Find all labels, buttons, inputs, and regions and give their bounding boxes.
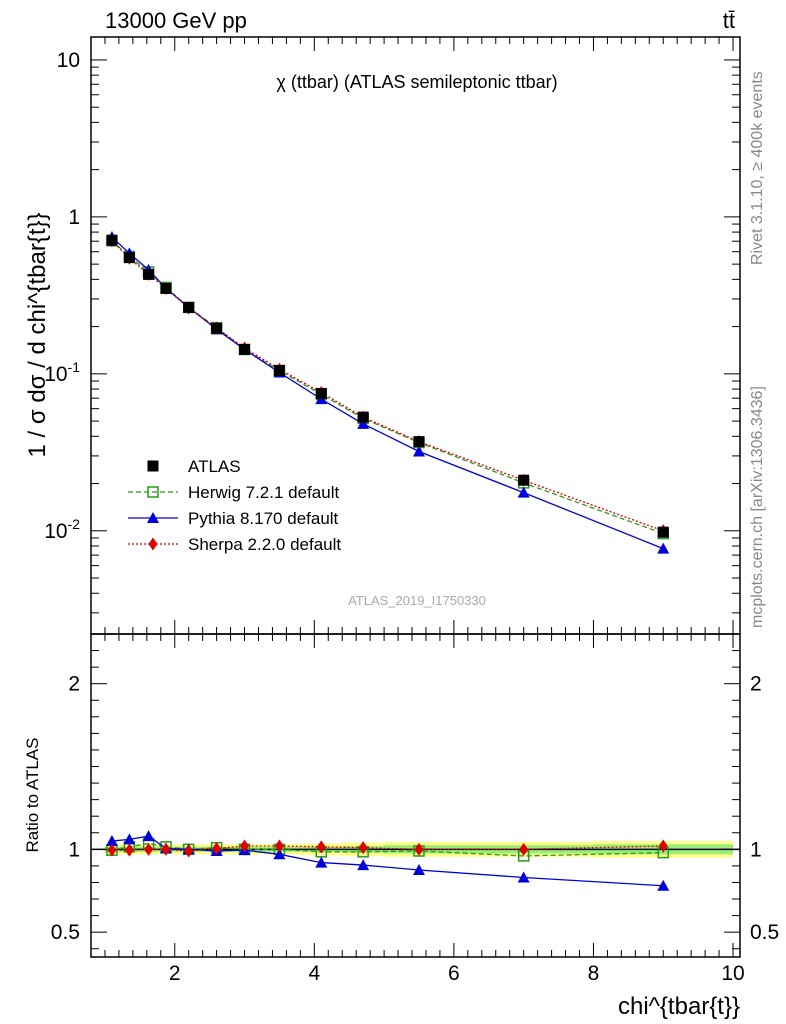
x-tick-label: 6 — [448, 962, 460, 985]
pythia-point — [412, 445, 425, 457]
pythia-ratio-point — [105, 835, 118, 847]
pythia-ratio-point — [357, 859, 370, 871]
pythia-ratio-point — [123, 833, 136, 845]
legend-label-sherpa: Sherpa 2.2.0 default — [188, 535, 341, 554]
rivet-version-text: Rivet 3.1.10, ≥ 400k events — [749, 71, 766, 265]
ratio-y-tick-label-right: 0.5 — [750, 921, 779, 944]
legend: ATLAS Herwig 7.2.1 default Pythia 8.170 de… — [128, 457, 341, 554]
pythia-point — [517, 486, 530, 498]
mcplots-credit-text: mcplots.cern.ch [arXiv:1306.3436] — [749, 386, 766, 628]
pythia-point — [657, 542, 670, 554]
x-tick-label: 2 — [169, 962, 181, 985]
sherpa-ratio-point — [358, 841, 368, 855]
legend-marker-sherpa — [148, 537, 158, 551]
legend-marker-atlas — [147, 460, 159, 472]
y-tick-label: 10-2 — [44, 516, 80, 543]
x-tick-label: 10 — [721, 962, 744, 985]
pythia-ratio-point — [412, 864, 425, 876]
legend-label-atlas: ATLAS — [188, 457, 241, 476]
sherpa-ratio-point — [161, 842, 171, 856]
sherpa-ratio-point — [414, 842, 424, 856]
beam-label: 13000 GeV pp — [105, 8, 247, 33]
sherpa-ratio-point — [658, 839, 668, 853]
rivet-version: Rivet 3.1.10, ≥ 400k events — [749, 71, 766, 265]
atlas-point — [211, 322, 223, 334]
mcplots-credit: mcplots.cern.ch [arXiv:1306.3436] — [749, 386, 766, 628]
y-tick-label: 1 — [68, 206, 80, 229]
x-tick-label: 4 — [308, 962, 320, 985]
atlas-point — [160, 282, 172, 294]
sherpa-ratio-point — [184, 844, 194, 858]
sherpa-ratio-point — [144, 842, 154, 856]
analysis-id: ATLAS_2019_I1750330 — [348, 593, 486, 608]
ratio-ylabel: Ratio to ATLAS — [23, 738, 42, 853]
y-tick-label: 10-1 — [44, 359, 80, 386]
axis-ticks: 2 4 6 8 10 10 1 10-1 10-2 0.5 0.5 1 1 2 2 — [44, 37, 779, 985]
ratio-y-tick-label-right: 1 — [750, 838, 762, 861]
sherpa-ratio-point — [240, 839, 250, 853]
atlas-point — [657, 526, 669, 538]
ratio-y-tick-label: 1 — [68, 838, 80, 861]
atlas-point — [413, 436, 425, 448]
pythia-ratio-point — [657, 879, 670, 891]
atlas-point — [315, 387, 327, 399]
main-ylabel: 1 / σ dσ / d chi^{tbar{t}} — [24, 212, 51, 457]
legend-marker-pythia — [147, 512, 159, 523]
pythia-ratio-point — [142, 830, 155, 842]
ratio-y-tick-label: 0.5 — [51, 921, 80, 944]
sherpa-ratio-point — [107, 843, 117, 857]
sherpa-ratio-point — [274, 839, 284, 853]
sherpa-ratio-point — [519, 842, 529, 856]
x-tick-label: 8 — [588, 962, 600, 985]
process-label: tt̄ — [723, 8, 735, 33]
ratio-y-tick-label-right: 2 — [750, 673, 762, 696]
data-series — [105, 230, 670, 891]
atlas-point — [123, 252, 135, 264]
legend-label-pythia: Pythia 8.170 default — [188, 509, 339, 528]
plot-title: χ (ttbar) (ATLAS semileptonic ttbar) — [276, 72, 557, 92]
sherpa-ratio-point — [212, 842, 222, 856]
legend-label-herwig: Herwig 7.2.1 default — [188, 483, 339, 502]
sherpa-ratio-point — [124, 843, 134, 857]
atlas-point — [239, 343, 251, 355]
atlas-point — [273, 365, 285, 377]
pythia-ratio-point — [315, 856, 328, 868]
main-ylabel-text: 1 / σ dσ / d chi^{tbar{t}} — [24, 212, 51, 457]
atlas-point — [106, 234, 118, 246]
ratio-y-tick-label: 2 — [68, 673, 80, 696]
ratio-ylabel-text: Ratio to ATLAS — [23, 738, 42, 853]
atlas-point — [357, 411, 369, 423]
pythia-ratio-point — [517, 871, 530, 883]
atlas-point — [518, 474, 530, 486]
atlas-point — [183, 301, 195, 313]
atlas-point — [143, 268, 155, 280]
xlabel: chi^{tbar{t}} — [618, 993, 740, 1020]
legend-marker-herwig — [147, 486, 159, 498]
pythia-ratio-point — [273, 848, 286, 860]
sherpa-ratio-point — [316, 840, 326, 854]
y-tick-label: 10 — [57, 49, 80, 72]
ratio-panel-frame — [90, 633, 741, 958]
